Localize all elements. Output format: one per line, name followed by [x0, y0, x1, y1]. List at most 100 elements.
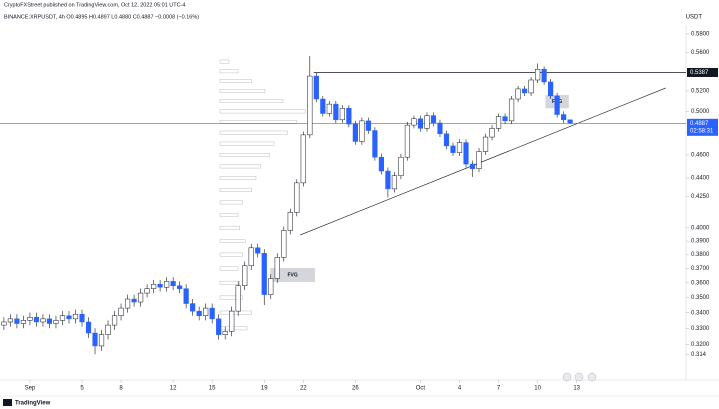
event-flag[interactable]: [562, 372, 572, 382]
brand-name[interactable]: TradingView: [15, 401, 51, 407]
candle-body: [515, 88, 521, 100]
candle-body: [521, 88, 528, 94]
volume-profile-bar: [219, 89, 266, 93]
candle-body: [424, 115, 430, 129]
candle-body: [352, 123, 358, 142]
candle: [46, 314, 53, 329]
candle: [164, 277, 170, 292]
candle: [111, 311, 118, 330]
trendline: [300, 87, 666, 236]
candle-body: [450, 145, 456, 153]
event-flag[interactable]: [587, 372, 597, 382]
candle-body: [85, 321, 92, 334]
candle-body: [443, 133, 450, 147]
candle-body: [268, 278, 274, 295]
volume-profile-bar: [219, 225, 240, 230]
candle: [40, 314, 46, 327]
candle-body: [378, 156, 384, 172]
candle-body: [98, 334, 105, 347]
x-tick-label: 7: [497, 386, 501, 392]
candle: [53, 315, 59, 329]
y-tick-label: 0.3800: [691, 252, 710, 258]
candle-body: [346, 108, 352, 125]
last-price-label: 0.4887: [690, 121, 709, 127]
volume-profile-bar: [219, 176, 257, 181]
last-price-box: [687, 118, 718, 136]
candle: [79, 309, 85, 327]
candle-body: [124, 298, 131, 309]
resistance-price-label: 0.5387: [690, 70, 709, 76]
candle: [313, 73, 319, 103]
candle-body: [274, 257, 280, 279]
candle-body: [502, 116, 508, 122]
candle-body: [131, 298, 137, 303]
y-tick-label: 0.5800: [691, 32, 710, 38]
candle: [124, 294, 131, 313]
candle: [203, 303, 209, 321]
candle-body: [40, 318, 46, 323]
candle: [14, 314, 20, 329]
candle: [7, 314, 14, 327]
candle-body: [391, 175, 398, 190]
candle: [391, 172, 398, 193]
candle: [469, 160, 476, 177]
candle: [482, 133, 489, 155]
candle-body: [561, 114, 567, 121]
candle: [521, 85, 528, 96]
candle-body: [92, 332, 98, 347]
candle-body: [307, 75, 313, 136]
candle: [424, 112, 430, 132]
volume-profile-bar: [219, 153, 270, 157]
x-tick-label: 22: [300, 386, 307, 392]
y-tick-label: 0.5200: [691, 88, 710, 94]
candle-body: [144, 288, 150, 294]
candle: [508, 95, 515, 125]
candle: [196, 306, 202, 321]
candle-body: [554, 95, 560, 115]
candle: [229, 306, 235, 337]
x-tick-label: Sep: [25, 386, 36, 392]
candle-body: [567, 119, 573, 124]
candle-body: [235, 285, 241, 312]
candle: [287, 208, 293, 235]
candle-body: [255, 247, 261, 254]
candle-body: [313, 75, 319, 100]
candle-body: [508, 98, 515, 122]
candle-body: [430, 115, 437, 124]
event-flags: [562, 372, 597, 382]
candle: [170, 277, 176, 291]
candle: [183, 284, 189, 309]
candle-body: [229, 310, 235, 332]
x-tick-label: 15: [209, 386, 216, 392]
candle: [495, 113, 502, 132]
candle-body: [151, 284, 157, 289]
x-tick-label: 26: [352, 386, 359, 392]
volume-profile-bar: [219, 266, 239, 271]
candle: [554, 92, 560, 118]
event-flag[interactable]: [574, 372, 584, 382]
candle-body: [46, 318, 53, 324]
candle: [437, 119, 443, 138]
brand-logo: [3, 399, 12, 406]
candle: [177, 281, 183, 294]
candle: [326, 101, 332, 117]
volume-profile-bar: [219, 99, 284, 103]
candle: [33, 312, 40, 327]
candle-body: [111, 315, 118, 326]
candle-body: [53, 320, 59, 324]
x-tick-label: 5: [80, 386, 84, 392]
candle: [443, 130, 450, 150]
volume-profile-bar: [219, 252, 243, 257]
candle: [515, 85, 521, 103]
candle: [476, 148, 482, 173]
candle: [398, 153, 404, 180]
candle: [1, 317, 7, 330]
candle-body: [456, 142, 463, 153]
y-tick-label: 0.314: [691, 352, 707, 358]
candle-body: [157, 284, 163, 288]
candle-body: [1, 321, 7, 326]
candle-body: [489, 128, 495, 138]
candle-body: [300, 134, 306, 184]
candle: [144, 284, 150, 298]
